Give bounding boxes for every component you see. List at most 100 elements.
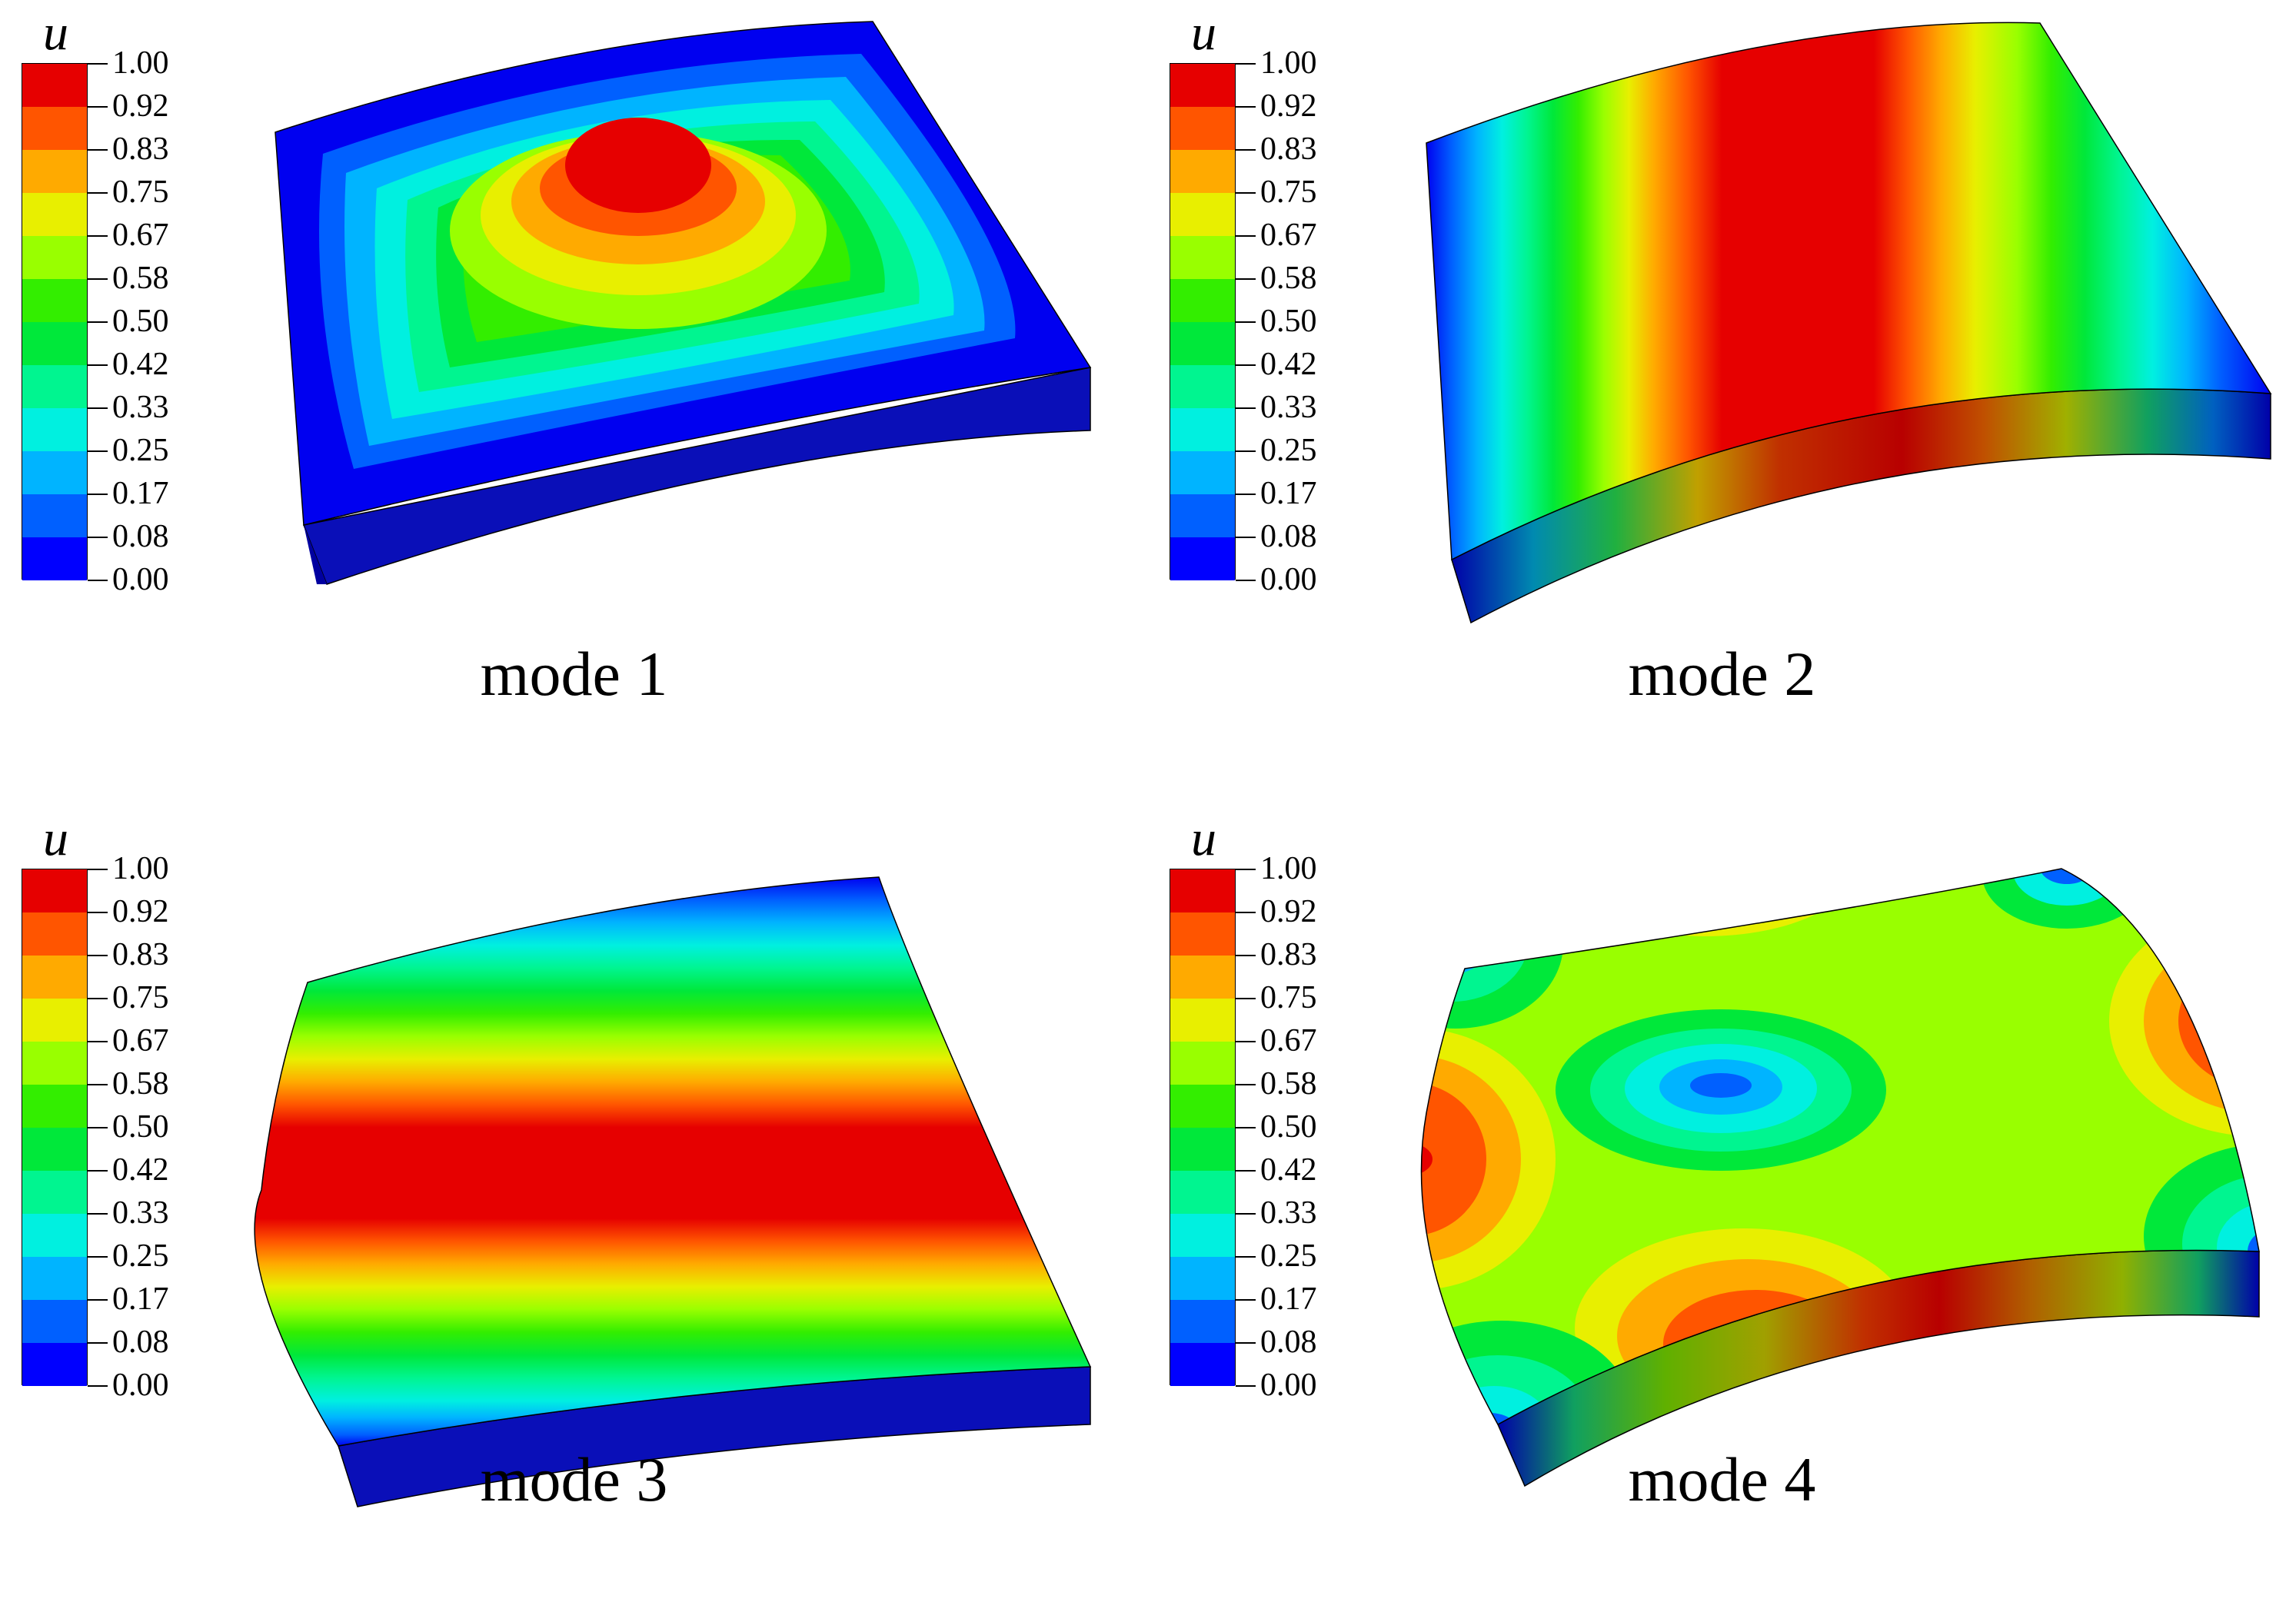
colorbar-tick	[88, 1256, 108, 1258]
colorbar-tick	[88, 106, 108, 108]
panel-mode-3: u 1.00 0.92 0.83 0.75 0.67 0.58 0.50 0.42 0.33 0.…	[0, 806, 1148, 1611]
colorbar-tick-label: 0.42	[112, 1152, 169, 1188]
colorbar-band	[22, 279, 87, 322]
colorbar-tick	[1236, 1213, 1256, 1215]
colorbar-band	[1170, 1343, 1235, 1386]
colorbar-tick	[88, 1084, 108, 1085]
colorbar-band	[1170, 1214, 1235, 1257]
colorbar-tick-label: 0.83	[112, 131, 169, 167]
colorbar-band	[1170, 956, 1235, 999]
colorbar-tick	[1236, 1342, 1256, 1344]
plate-mode-1	[275, 21, 1092, 585]
colorbar-tick	[1236, 1170, 1256, 1172]
colorbar-tick-label: 0.00	[1260, 562, 1317, 597]
colorbar-tick-label: 0.58	[112, 261, 169, 296]
colorbar-band	[22, 1042, 87, 1085]
colorbar-tick	[1236, 450, 1256, 452]
colorbar-tick-label: 0.92	[1260, 88, 1317, 124]
colorbar-tick-label: 0.17	[1260, 1281, 1317, 1317]
colorbar-bands	[22, 63, 88, 580]
caption-mode-2: mode 2	[1628, 639, 1816, 709]
caption-mode-1: mode 1	[480, 639, 668, 709]
panel-mode-2: u 1.00 0.92 0.83 0.75 0.67 0.58 0.50 0.42 0.33 0.…	[1148, 0, 2296, 806]
colorbar-tick-label: 0.67	[112, 218, 169, 253]
colorbar-band	[1170, 279, 1235, 322]
colorbar-tick-label: 0.83	[112, 937, 169, 972]
colorbar-band	[22, 408, 87, 451]
colorbar-band	[22, 1343, 87, 1386]
colorbar-tick	[88, 192, 108, 194]
colorbar-tick	[88, 321, 108, 323]
colorbar-band	[1170, 408, 1235, 451]
colorbar-bands	[1170, 869, 1236, 1386]
colorbar-tick	[88, 364, 108, 366]
colorbar-band	[1170, 494, 1235, 537]
caption-mode-4: mode 4	[1628, 1444, 1816, 1514]
colorbar-tick	[88, 998, 108, 999]
colorbar-tick-label: 0.08	[1260, 1324, 1317, 1360]
colorbar-tick-label: 0.50	[112, 304, 169, 339]
colorbar-tick	[1236, 537, 1256, 538]
colorbar-band	[22, 1128, 87, 1171]
colorbar-tick	[1236, 1256, 1256, 1258]
colorbar-tick-label: 0.58	[1260, 261, 1317, 296]
colorbar-tick	[1236, 63, 1256, 65]
colorbar-band	[22, 494, 87, 537]
colorbar-band	[22, 64, 87, 107]
colorbar-tick	[1236, 912, 1256, 913]
colorbar-tick-label: 0.58	[1260, 1066, 1317, 1102]
colorbar-band	[22, 912, 87, 956]
colorbar-tick	[88, 912, 108, 913]
colorbar-tick-label: 0.50	[1260, 304, 1317, 339]
colorbar-tick-label: 0.92	[112, 88, 169, 124]
colorbar-tick	[88, 278, 108, 280]
colorbar-bands	[1170, 63, 1236, 580]
colorbar-tick	[1236, 998, 1256, 999]
colorbar-tick-label: 0.75	[1260, 980, 1317, 1015]
colorbar-tick	[88, 1213, 108, 1215]
colorbar-tick	[88, 1127, 108, 1128]
colorbar-band	[1170, 537, 1235, 580]
colorbar-band	[22, 1085, 87, 1128]
plate-mode-2	[1426, 22, 2272, 624]
plate-mode-4	[1420, 868, 2260, 1487]
colorbar-tick-label: 0.25	[112, 433, 169, 468]
colorbar-tick-label: 0.67	[112, 1023, 169, 1059]
colorbar-band	[22, 537, 87, 580]
colorbar-tick	[88, 407, 108, 409]
colorbar-tick-label: 0.50	[1260, 1109, 1317, 1145]
colorbar-band	[22, 451, 87, 494]
colorbar-band	[22, 236, 87, 279]
colorbar-tick	[1236, 1041, 1256, 1042]
colorbar-tick-label: 1.00	[112, 851, 169, 886]
colorbar-tick	[1236, 149, 1256, 151]
colorbar-tick-label: 0.42	[1260, 1152, 1317, 1188]
colorbar-tick	[1236, 1084, 1256, 1085]
colorbar-tick-label: 0.00	[1260, 1368, 1317, 1403]
colorbar-mode-2: u 1.00 0.92 0.83 0.75 0.67 0.58 0.50 0.42 0.33 0.…	[1170, 8, 1369, 596]
colorbar-tick	[88, 494, 108, 495]
colorbar-tick	[1236, 278, 1256, 280]
colorbar-tick	[88, 149, 108, 151]
colorbar-tick-label: 0.42	[112, 347, 169, 382]
colorbar-tick-label: 0.08	[112, 519, 169, 554]
colorbar-band	[1170, 1085, 1235, 1128]
colorbar-band	[22, 869, 87, 912]
colorbar-band	[1170, 869, 1235, 912]
colorbar-band	[1170, 912, 1235, 956]
colorbar-band	[1170, 1042, 1235, 1085]
colorbar-variable: u	[1191, 810, 1216, 866]
colorbar-tick	[1236, 321, 1256, 323]
colorbar-tick-label: 0.25	[112, 1238, 169, 1274]
colorbar-band	[1170, 999, 1235, 1042]
colorbar-band	[22, 322, 87, 365]
colorbar-tick	[88, 869, 108, 870]
colorbar-tick-label: 0.92	[112, 894, 169, 929]
colorbar-bands	[22, 869, 88, 1386]
colorbar-tick	[1236, 407, 1256, 409]
colorbar-tick	[1236, 364, 1256, 366]
colorbar-tick	[1236, 955, 1256, 956]
colorbar-band	[1170, 236, 1235, 279]
colorbar-tick-label: 0.58	[112, 1066, 169, 1102]
colorbar-tick-label: 0.67	[1260, 1023, 1317, 1059]
